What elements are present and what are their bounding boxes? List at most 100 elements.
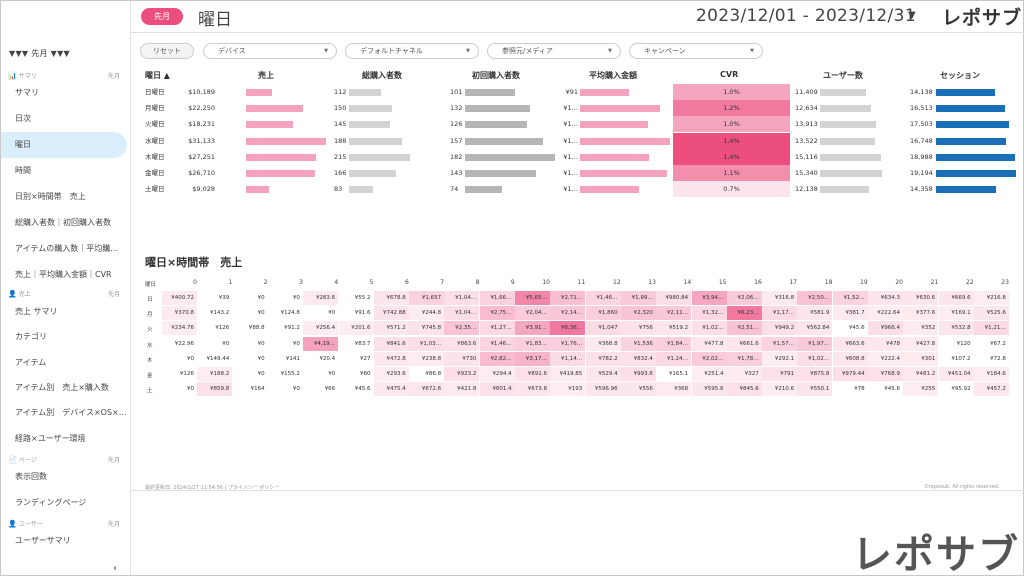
sidebar-item[interactable]: ユーザーサマリ <box>15 536 71 545</box>
heatmap-cell[interactable]: ¥2,320 <box>620 306 656 321</box>
sidebar-item[interactable]: 売上 サマリ <box>15 307 58 316</box>
heatmap-cell[interactable]: ¥5,65… <box>515 291 550 305</box>
heatmap-cell[interactable]: ¥222.64 <box>868 306 903 321</box>
heatmap-cell[interactable]: ¥891.6 <box>515 367 550 381</box>
heatmap-cell[interactable]: ¥673.8 <box>515 382 550 397</box>
heatmap-cell[interactable]: ¥120 <box>956 340 971 347</box>
col-header-buyers[interactable]: 総購入者数 <box>362 71 402 80</box>
heatmap-cell[interactable]: ¥993.6 <box>620 367 656 381</box>
heatmap-cell[interactable]: ¥45.6 <box>884 386 900 393</box>
heatmap-cell[interactable]: ¥107.2 <box>951 355 971 362</box>
col-header-sessions[interactable]: セッション <box>940 71 980 80</box>
table-row[interactable]: 木曜日 $27,251 215 182 ¥1… 15,116 18,988 1.4% <box>145 148 1024 165</box>
col-header-sales[interactable]: 売上 <box>258 71 274 80</box>
heatmap-cell[interactable]: ¥1,32… <box>691 306 727 321</box>
heatmap-cell[interactable]: ¥1,860 <box>585 306 621 321</box>
heatmap-cell[interactable]: ¥663.6 <box>832 336 868 351</box>
heatmap-cell[interactable]: ¥0 <box>257 295 265 301</box>
sidebar-item[interactable]: 表示回数 <box>15 472 47 481</box>
heatmap-cell[interactable]: ¥980.84 <box>656 291 692 305</box>
table-row[interactable]: 水曜日 $31,133 188 157 ¥1… 13,522 16,748 1.4% <box>145 132 1024 149</box>
heatmap-cell[interactable]: ¥791 <box>762 367 798 381</box>
heatmap-cell[interactable]: ¥83.7 <box>354 340 371 347</box>
heatmap-cell[interactable]: ¥256.4 <box>303 321 339 336</box>
heatmap-cell[interactable]: ¥832.4 <box>620 351 656 366</box>
heatmap-cell[interactable]: ¥859.8 <box>197 382 233 397</box>
heatmap-cell[interactable]: ¥1,04… <box>444 291 480 305</box>
heatmap-cell[interactable]: ¥923.2 <box>444 367 480 381</box>
heatmap-cell[interactable]: ¥596.96 <box>585 382 621 397</box>
heatmap-cell[interactable]: ¥472.8 <box>373 351 409 366</box>
heatmap-cell[interactable]: ¥0 <box>328 371 336 377</box>
col-header-avg-amount[interactable]: 平均購入金額 <box>589 71 637 80</box>
heatmap-cell[interactable]: ¥80 <box>360 371 371 377</box>
heatmap-cell[interactable]: ¥188.2 <box>197 367 233 381</box>
heatmap-cell[interactable]: ¥293.6 <box>373 367 409 381</box>
heatmap-cell[interactable]: ¥0 <box>187 386 194 393</box>
sidebar-item[interactable]: 時間 <box>15 166 31 175</box>
heatmap-cell[interactable]: ¥22.96 <box>174 340 194 347</box>
table-row[interactable]: 金曜日 $26,710 166 143 ¥1… 15,340 19,194 1.1% <box>145 165 1024 181</box>
heatmap-cell[interactable]: ¥841.6 <box>373 336 409 351</box>
heatmap-cell[interactable]: ¥251.4 <box>691 367 727 381</box>
heatmap-cell[interactable]: ¥45.6 <box>848 325 865 332</box>
heatmap-cell[interactable]: ¥782.2 <box>585 351 621 366</box>
heatmap-cell[interactable]: ¥238.8 <box>409 351 445 366</box>
heatmap-cell[interactable]: ¥3,94… <box>691 291 727 305</box>
heatmap-cell[interactable]: ¥2,51… <box>726 321 762 336</box>
filter-source-medium[interactable]: 参照元/メディア ▼ <box>487 43 621 59</box>
heatmap-cell[interactable]: ¥581.9 <box>797 306 833 321</box>
sidebar-item[interactable]: アイテムの購入数｜平均購… <box>15 244 119 253</box>
heatmap-cell[interactable]: ¥630.6 <box>903 291 939 305</box>
col-header-cvr[interactable]: CVR <box>720 70 739 79</box>
sidebar-item[interactable]: サマリ <box>15 88 39 97</box>
filter-campaign[interactable]: キャンペーン ▼ <box>629 43 763 59</box>
heatmap-cell[interactable]: ¥481.2 <box>903 367 939 381</box>
sidebar-item[interactable]: カテゴリ <box>15 332 47 341</box>
heatmap-cell[interactable]: ¥1,04… <box>444 306 480 321</box>
heatmap-cell[interactable]: ¥421.8 <box>444 382 480 397</box>
heatmap-cell[interactable]: ¥368 <box>656 382 692 397</box>
heatmap-cell[interactable]: ¥39 <box>218 295 230 301</box>
sidebar-item[interactable]: 日別×時間帯 売上 <box>15 192 86 201</box>
heatmap-cell[interactable]: ¥72.8 <box>990 355 1006 362</box>
heatmap-cell[interactable]: ¥1,536 <box>620 336 656 351</box>
heatmap-cell[interactable]: ¥2,06… <box>726 291 762 305</box>
heatmap-cell[interactable]: ¥1,46… <box>479 336 515 351</box>
date-range[interactable]: 2023/12/01 - 2023/12/31 <box>696 6 916 26</box>
heatmap-cell[interactable]: ¥2,75… <box>479 306 515 321</box>
heatmap-cell[interactable]: ¥979.44 <box>832 367 868 381</box>
heatmap-cell[interactable]: ¥0 <box>292 386 300 393</box>
heatmap-cell[interactable]: ¥949.2 <box>762 321 798 336</box>
heatmap-cell[interactable]: ¥678.8 <box>373 291 409 305</box>
sidebar-item[interactable]: 総購入者数｜初回購入者数 <box>15 218 111 227</box>
heatmap-cell[interactable]: ¥20.4 <box>319 355 336 362</box>
heatmap-cell[interactable]: ¥2,82… <box>479 351 515 366</box>
heatmap-cell[interactable]: ¥634.3 <box>868 291 903 305</box>
heatmap-cell[interactable]: ¥2,50… <box>797 291 833 305</box>
heatmap-cell[interactable]: ¥255 <box>903 382 939 397</box>
heatmap-cell[interactable]: ¥126 <box>215 325 230 332</box>
heatmap-cell[interactable]: ¥1,46… <box>585 291 621 305</box>
filter-device[interactable]: デバイス ▼ <box>203 43 337 59</box>
heatmap-cell[interactable]: ¥91.2 <box>284 325 300 332</box>
heatmap-cell[interactable]: ¥845.6 <box>726 382 762 397</box>
table-row[interactable]: 月曜日 $22,250 150 132 ¥1… 12,634 16,513 1.2% <box>145 100 1024 117</box>
heatmap-cell[interactable]: ¥1,047 <box>585 321 621 336</box>
heatmap-cell[interactable]: ¥95.92 <box>951 386 971 393</box>
heatmap-cell[interactable]: ¥1,02… <box>797 351 833 366</box>
reset-button[interactable]: リセット <box>140 43 194 59</box>
heatmap-cell[interactable]: ¥608.8 <box>832 351 868 366</box>
heatmap-cell[interactable]: ¥370.8 <box>162 306 197 321</box>
heatmap-cell[interactable]: ¥595.6 <box>691 382 727 397</box>
heatmap-cell[interactable]: ¥1,97… <box>797 336 833 351</box>
heatmap-cell[interactable]: ¥244.8 <box>409 306 445 321</box>
heatmap-cell[interactable]: ¥1,17… <box>762 306 798 321</box>
sidebar-item[interactable]: 曜日 <box>1 132 127 158</box>
heatmap-cell[interactable]: ¥283.6 <box>303 291 339 305</box>
sidebar-item[interactable]: アイテム <box>15 358 47 367</box>
period-badge[interactable]: 先月 <box>141 8 183 25</box>
heatmap-cell[interactable]: ¥164 <box>250 386 265 393</box>
heatmap-cell[interactable]: ¥155.2 <box>280 371 300 377</box>
heatmap-cell[interactable]: ¥169.1 <box>938 306 974 321</box>
